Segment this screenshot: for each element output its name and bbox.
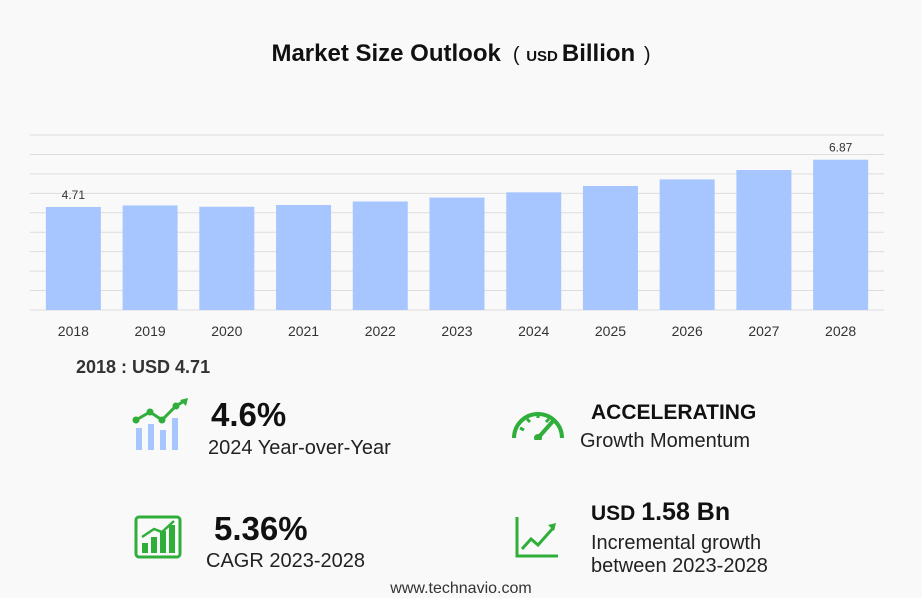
- incremental-currency: USD: [591, 502, 636, 525]
- speedometer-icon: [512, 412, 564, 440]
- bar-2018: [45, 206, 101, 310]
- x-tick-label: 2024: [518, 323, 549, 339]
- chart-title: Market Size Outlook ( USD Billion ): [0, 40, 922, 68]
- x-tick-label: 2025: [595, 323, 626, 339]
- bar-2027: [736, 170, 792, 310]
- x-tick-label: 2026: [672, 323, 703, 339]
- bar-2028: [813, 159, 869, 310]
- cagr-value: 5.36%: [214, 510, 308, 547]
- x-tick-label: 2018: [58, 323, 89, 339]
- bar-growth-icon: [134, 515, 182, 559]
- x-tick-label: 2027: [748, 323, 779, 339]
- x-tick-label: 2020: [211, 323, 242, 339]
- base-year-value: 2018 : USD 4.71: [76, 357, 211, 377]
- bar-2021: [276, 205, 332, 310]
- x-tick-label: 2028: [825, 323, 856, 339]
- incremental-amount: 1.58 Bn: [641, 498, 731, 526]
- title-main: Market Size Outlook: [271, 40, 501, 67]
- trend-line-icon: [515, 517, 558, 558]
- x-tick-label: 2022: [365, 323, 396, 339]
- cagr-label: CAGR 2023-2028: [206, 550, 365, 572]
- bar-2023: [429, 197, 485, 310]
- title-currency: USD: [526, 48, 558, 65]
- bar-2026: [659, 179, 715, 310]
- data-label-2018: 4.71: [62, 188, 86, 202]
- momentum-label: Growth Momentum: [580, 430, 751, 452]
- incremental-label-line2: between 2023-2028: [591, 555, 768, 577]
- growth-chart-icon: [132, 398, 188, 450]
- incremental-label: Incremental growth between 2023-2028: [591, 532, 768, 578]
- bar-2019: [122, 205, 178, 310]
- data-label-2028: 6.87: [829, 141, 853, 155]
- yoy-label: 2024 Year-over-Year: [208, 437, 391, 459]
- momentum-heading: ACCELERATING: [591, 401, 757, 424]
- title-unit: Billion: [561, 40, 636, 67]
- bar-2020: [199, 206, 255, 310]
- incremental-value: USD 1.58 Bn: [591, 498, 730, 527]
- incremental-label-line1: Incremental growth: [591, 532, 762, 554]
- bar-2022: [352, 201, 408, 310]
- source-footer: www.technavio.com: [390, 580, 532, 597]
- bar-2024: [506, 192, 562, 310]
- bar-2025: [582, 185, 638, 310]
- yoy-value: 4.6%: [211, 396, 287, 433]
- x-tick-label: 2021: [288, 323, 319, 339]
- title-close-paren: ): [643, 44, 651, 66]
- x-tick-label: 2023: [441, 323, 472, 339]
- x-tick-label: 2019: [135, 323, 166, 339]
- title-open-paren: (: [512, 44, 520, 66]
- bar-chart: 2018 4.71 2019 2020 2021 2022 2023 2024 2025 2026…: [30, 134, 884, 339]
